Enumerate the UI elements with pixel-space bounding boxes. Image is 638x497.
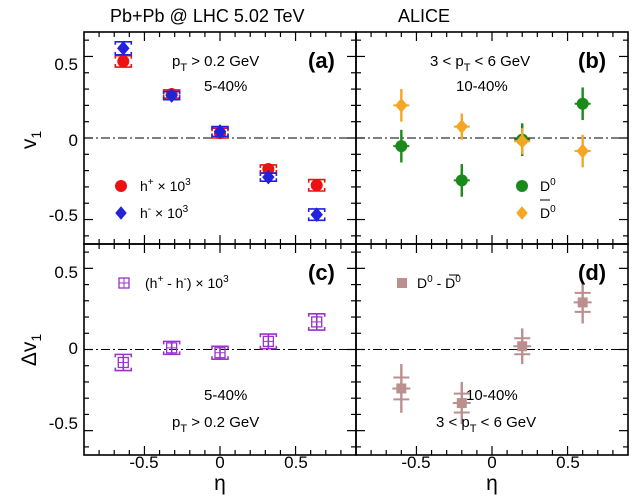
data-point-b-s1-1 — [455, 119, 469, 134]
ytick-label: 0.5 — [54, 263, 78, 282]
data-point-b-s1-0 — [395, 98, 408, 113]
panel-d-annotations: (d) D0 - D0 10-40% 3 < pT < 6 GeV — [417, 260, 606, 435]
data-point-a-s0-3 — [262, 162, 275, 175]
legend-marker-h-plus — [115, 180, 127, 192]
xtick-label: -0.5 — [129, 453, 158, 472]
data-point-b-s0-0 — [395, 140, 408, 153]
panel-b-annotations: (b) 3 < pT < 6 GeV 10-40% D0 D0 — [430, 48, 606, 221]
panel-a-pt-text: pT > 0.2 GeV — [172, 53, 259, 74]
legend-h-diff: (h+ - h-) × 103 — [145, 274, 229, 291]
panel-c-centrality: 5-40% — [204, 387, 247, 404]
data-point-d-s0-2 — [517, 341, 528, 352]
panel-a-annotations: (a) pT > 0.2 GeV 5-40% h+ × 103 h- × 103 — [140, 48, 335, 221]
panel-b-centrality: 10-40% — [456, 78, 508, 95]
data-point-a-s1-0 — [116, 40, 130, 56]
xtick-label: 0.5 — [556, 453, 580, 472]
data-point-c-s0-1-cap — [162, 340, 181, 345]
legend-marker-d0bar — [516, 206, 528, 220]
legend-marker-d-diff — [397, 278, 407, 288]
experiment-title: ALICE — [398, 6, 450, 26]
data-point-d-s0-1 — [456, 398, 467, 409]
xtick-label: 0 — [487, 453, 496, 472]
xtick-label: 0.5 — [284, 453, 308, 472]
ytick-label: 0 — [69, 339, 78, 358]
data-point-c-s0-3-cap — [259, 345, 278, 350]
data-point-b-s1-3 — [576, 143, 589, 159]
panel-d-label: (d) — [578, 260, 606, 285]
data-point-c-s0-2-cap — [211, 345, 229, 350]
xticks-left: -0.5 0 0.5 — [129, 453, 307, 472]
panel-d-pt-text: 3 < pT < 6 GeV — [436, 414, 536, 435]
panel-c-annotations: (c) (h+ - h-) × 103 5-40% pT > 0.2 GeV — [145, 260, 335, 435]
collision-title: Pb+Pb @ LHC 5.02 TeV — [110, 6, 305, 26]
panels-layer — [83, 31, 629, 456]
data-point-a-s0-0 — [117, 55, 130, 68]
panel-b-label: (b) — [578, 48, 606, 73]
data-point-a-s1-3 — [262, 169, 275, 185]
xtick-label: 0 — [215, 453, 224, 472]
data-point-b-s0-3 — [576, 97, 589, 110]
yticks-bottom: 0.5 0 -0.5 — [49, 263, 78, 433]
panel-d-centrality: 10-40% — [466, 387, 518, 404]
data-point-c-s0-4-cap — [307, 312, 326, 317]
data-point-a-s1-1 — [165, 88, 178, 103]
data-point-a-s1-2 — [213, 124, 227, 139]
legend-d0bar: D0 — [540, 204, 556, 221]
ytick-label: -0.5 — [49, 206, 78, 225]
legend-marker-d0 — [516, 180, 528, 192]
legend-d-diff: D0 - D0 — [417, 274, 461, 291]
data-point-b-s1-2 — [515, 133, 529, 149]
panel-a-label: (a) — [308, 48, 335, 73]
data-point-c-s0-0-cap — [114, 353, 133, 358]
data-point-d-s0-0 — [396, 383, 407, 394]
data-point-b-s0-1 — [455, 174, 468, 187]
data-point-c-s0-1-cap — [162, 351, 181, 356]
panel-c-label: (c) — [308, 260, 335, 285]
legend-h-minus: h- × 103 — [140, 204, 189, 221]
data-point-c-s0-2-cap — [211, 356, 229, 361]
ylabel-top: v1 — [18, 131, 44, 150]
ytick-label: -0.5 — [49, 414, 78, 433]
legend-h-plus: h+ × 103 — [140, 177, 191, 194]
ylabel-bottom: Δv1 — [18, 334, 44, 367]
data-point-c-s0-4-cap — [307, 327, 326, 331]
panel-b-pt-text: 3 < pT < 6 GeV — [430, 53, 530, 74]
legend-d0: D0 — [540, 177, 556, 194]
xlabel-right: η — [486, 472, 498, 495]
data-point-d-s0-3 — [577, 297, 588, 308]
panel-c-pt-text: pT > 0.2 GeV — [172, 414, 259, 435]
data-point-c-s0-0-cap — [114, 367, 133, 372]
xtick-label: -0.5 — [401, 453, 430, 472]
yticks-top: 0.5 0 -0.5 — [49, 55, 78, 225]
xlabel-left: η — [214, 472, 226, 495]
ytick-label: 0 — [69, 131, 78, 150]
ytick-label: 0.5 — [54, 55, 78, 74]
panel-a-centrality: 5-40% — [204, 78, 247, 95]
data-point-a-s1-4 — [310, 207, 324, 223]
xticks-right: -0.5 0 0.5 — [401, 453, 579, 472]
data-point-c-s0-3-cap — [259, 333, 278, 338]
data-point-a-s0-4 — [310, 179, 323, 192]
legend-marker-h-minus — [115, 206, 127, 220]
